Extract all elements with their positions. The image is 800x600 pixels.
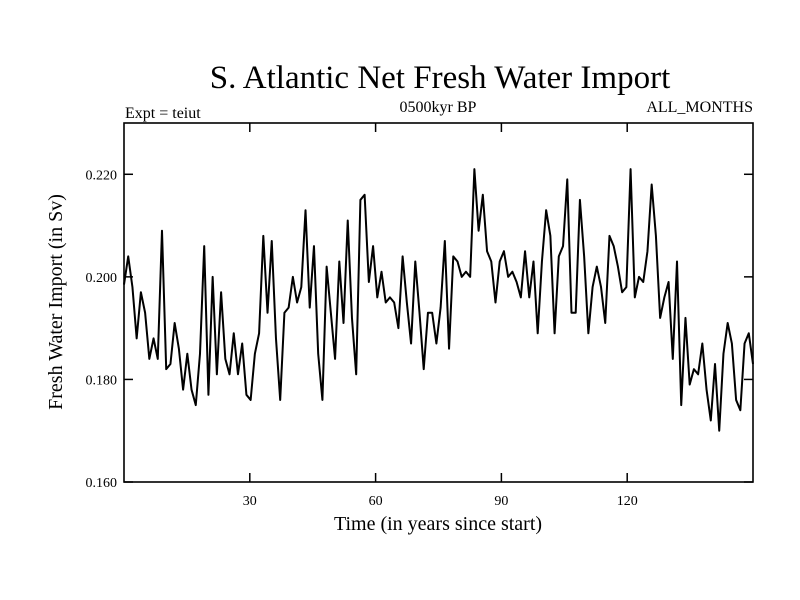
x-axis: 30 60 90 120 <box>243 123 638 509</box>
y-tick-label: 0.160 <box>86 476 118 491</box>
y-tick-label: 0.180 <box>86 373 118 388</box>
y-axis: 0.160 0.180 0.200 0.220 <box>86 168 753 491</box>
chart-subtitle-right: ALL_MONTHS <box>646 99 753 116</box>
series-line <box>123 168 754 432</box>
chart-subtitle-left: Expt = teiut <box>125 105 201 122</box>
x-tick-label: 120 <box>617 494 638 509</box>
y-tick-label: 0.220 <box>86 168 118 183</box>
x-axis-label: Time (in years since start) <box>334 513 542 535</box>
x-tick-label: 30 <box>243 494 257 509</box>
chart-subtitle-center: 0500kyr BP <box>400 99 477 116</box>
plot-frame <box>123 122 754 483</box>
x-tick-label: 90 <box>494 494 508 509</box>
x-tick-label: 60 <box>369 494 383 509</box>
y-axis-label: Fresh Water Import (in Sv) <box>45 194 67 410</box>
y-tick-label: 0.200 <box>86 271 118 286</box>
chart-title: S. Atlantic Net Fresh Water Import <box>210 60 671 96</box>
